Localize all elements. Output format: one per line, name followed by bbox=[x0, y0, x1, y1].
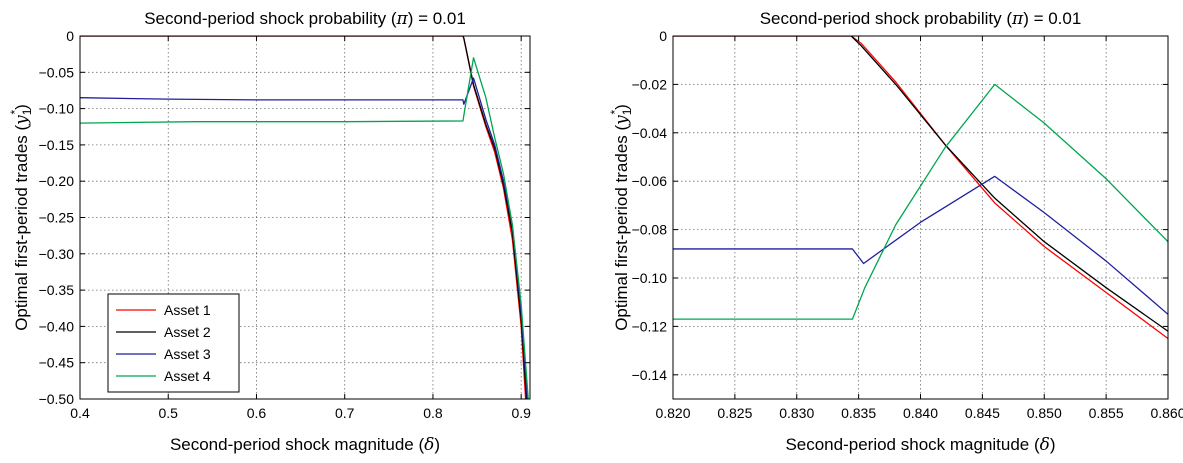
y-tick-label: −0.08 bbox=[632, 222, 668, 238]
legend-label: Asset 3 bbox=[164, 346, 211, 362]
y-tick-label: −0.06 bbox=[632, 173, 668, 189]
x-tick-label: 0.825 bbox=[717, 405, 752, 421]
legend-label: Asset 2 bbox=[164, 324, 211, 340]
x-tick-label: 0.830 bbox=[779, 405, 814, 421]
legend-label: Asset 4 bbox=[164, 368, 211, 384]
x-tick-label: 0.7 bbox=[335, 405, 355, 421]
x-tick-label: 0.820 bbox=[655, 405, 690, 421]
series-line-asset-2 bbox=[673, 36, 1168, 332]
x-tick-label: 0.840 bbox=[903, 405, 938, 421]
series-line-asset-4 bbox=[673, 83, 1168, 320]
x-tick-label: 0.5 bbox=[159, 405, 179, 421]
x-tick-label: 0.855 bbox=[1089, 405, 1124, 421]
y-axis-label: Optimal first-period trades (y1*) bbox=[608, 104, 634, 331]
y-tick-label: −0.25 bbox=[39, 210, 75, 226]
y-tick-label: −0.50 bbox=[39, 391, 75, 407]
y-tick-label: −0.40 bbox=[39, 318, 75, 334]
y-tick-label: 0 bbox=[66, 28, 74, 44]
y-tick-label: −0.05 bbox=[39, 64, 75, 80]
y-tick-label: −0.15 bbox=[39, 137, 75, 153]
y-axis-label: Optimal first-period trades (y1*) bbox=[8, 104, 34, 331]
legend-label: Asset 1 bbox=[164, 302, 211, 318]
chart-title: Second-period shock probability (π) = 0.… bbox=[144, 9, 466, 29]
x-tick-label: 0.9 bbox=[511, 405, 531, 421]
y-tick-label: −0.30 bbox=[39, 246, 75, 262]
x-tick-label: 0.860 bbox=[1150, 405, 1183, 421]
x-tick-label: 0.845 bbox=[965, 405, 1000, 421]
x-tick-label: 0.8 bbox=[423, 405, 443, 421]
x-axis-label: Second-period shock magnitude (δ) bbox=[785, 435, 1055, 455]
series-line-asset-3 bbox=[673, 175, 1168, 315]
series-line-asset-2 bbox=[80, 36, 528, 399]
legend: Asset 1 Asset 2 Asset 3 Asset 4 bbox=[107, 293, 240, 393]
y-tick-label: −0.14 bbox=[632, 367, 668, 383]
y-tick-label: 0 bbox=[659, 28, 667, 44]
x-tick-label: 0.6 bbox=[247, 405, 267, 421]
chart-title: Second-period shock probability (π) = 0.… bbox=[760, 9, 1082, 29]
y-tick-label: −0.12 bbox=[632, 318, 668, 334]
x-tick-label: 0.850 bbox=[1027, 405, 1062, 421]
y-tick-label: −0.35 bbox=[39, 282, 75, 298]
x-tick-label: 0.835 bbox=[841, 405, 876, 421]
y-tick-label: −0.10 bbox=[39, 101, 75, 117]
x-tick-label: 0.4 bbox=[70, 405, 90, 421]
y-tick-label: −0.04 bbox=[632, 125, 668, 141]
chart-2: 0.820 0.825 0.830 0.835 0.840 0.845 0.850 0.855… bbox=[608, 9, 1183, 455]
x-axis-label: Second-period shock magnitude (δ) bbox=[170, 435, 440, 455]
y-tick-label: −0.45 bbox=[39, 355, 75, 371]
y-tick-label: −0.02 bbox=[632, 76, 668, 92]
chart-1: 0.4 0.5 0.6 0.7 0.8 0.9 0 −0.05 −0.10 −0.15 −0.20 −… bbox=[8, 9, 531, 455]
y-tick-label: −0.20 bbox=[39, 173, 75, 189]
y-tick-label: −0.10 bbox=[632, 270, 668, 286]
series-line-asset-4 bbox=[80, 57, 529, 399]
